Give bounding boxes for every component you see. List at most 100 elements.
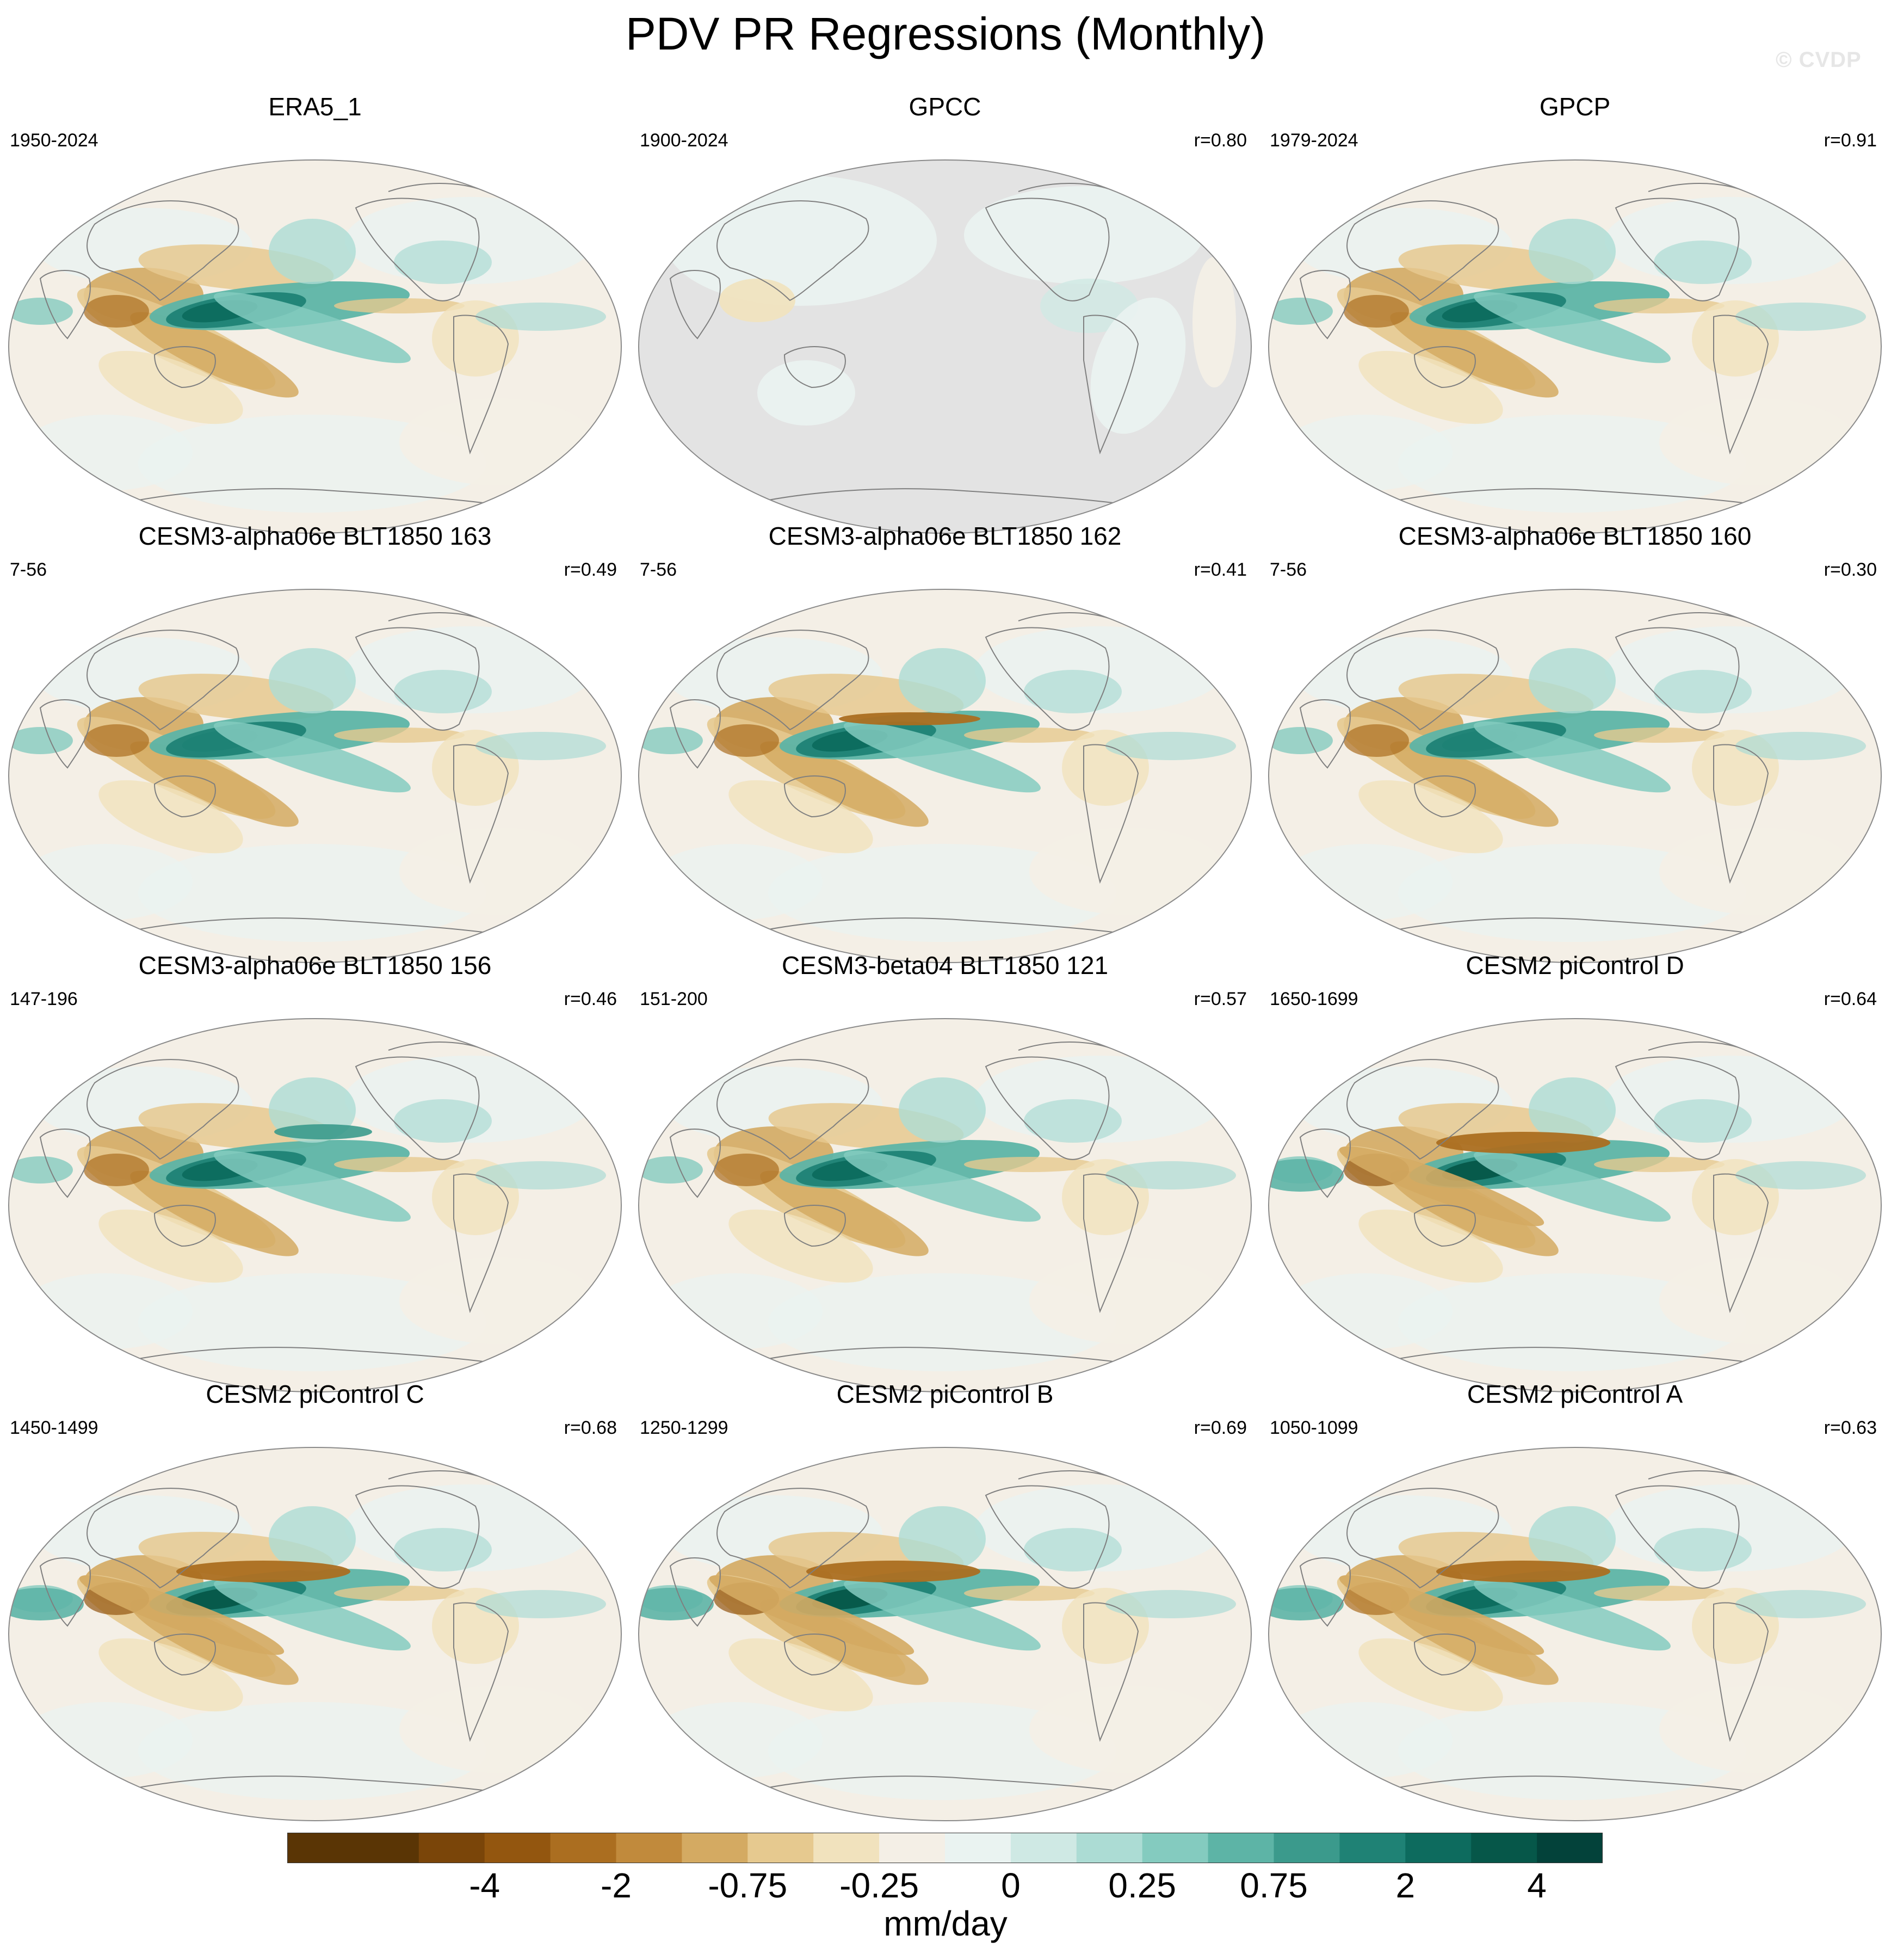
panel-period-label: 1900-2024	[640, 130, 728, 151]
anomaly-contour	[18, 1702, 193, 1778]
anomaly-contour	[768, 844, 1116, 942]
anomaly-contour	[1474, 1579, 1671, 1651]
anomaly-contour	[1474, 292, 1671, 363]
colorbar-box	[1537, 1833, 1603, 1863]
map-panel: GPCC 1900-2024 r=0.80	[630, 91, 1260, 534]
anomaly-contour	[1659, 398, 1855, 485]
anomaly-contour	[1029, 828, 1225, 915]
anomaly-contour	[18, 1273, 193, 1349]
anomaly-contour	[1735, 303, 1866, 331]
anomaly-contour	[639, 1588, 714, 1620]
anomaly-contour	[1436, 1561, 1610, 1582]
anomaly-contour	[844, 721, 1041, 793]
colorbar-box	[484, 1833, 551, 1863]
anomaly-contour	[334, 1586, 465, 1601]
regression-map	[638, 1018, 1252, 1393]
anomaly-contour	[1278, 415, 1453, 491]
anomaly-contour	[1594, 728, 1725, 743]
map-panel: CESM3-alpha06e BLT1850 156 147-196 r=0.46	[0, 950, 630, 1392]
anomaly-contour	[964, 1586, 1095, 1601]
colorbar-box	[747, 1833, 814, 1863]
figure-title: PDV PR Regressions (Monthly)	[625, 8, 1266, 59]
regression-map	[1268, 588, 1882, 964]
anomaly-contour	[475, 303, 606, 331]
anomaly-contour	[138, 1702, 486, 1800]
anomaly-contour	[394, 241, 492, 284]
anomaly-contour	[768, 1702, 1116, 1800]
anomaly-contour	[1659, 828, 1855, 915]
map-panel: GPCP 1979-2024 r=0.91	[1260, 91, 1890, 534]
anomaly-contour	[9, 1156, 73, 1184]
anomaly-contour	[648, 844, 823, 920]
anomaly-contour	[1269, 1588, 1344, 1620]
anomaly-contour	[1344, 724, 1409, 757]
anomaly-contour	[1594, 1157, 1725, 1172]
anomaly-contour	[269, 1506, 356, 1571]
anomaly-contour	[1594, 298, 1725, 313]
anomaly-contour	[844, 1579, 1041, 1651]
anomaly-contour	[475, 1590, 606, 1618]
regression-map	[638, 588, 1252, 964]
anomaly-contour	[18, 844, 193, 920]
anomaly-contour	[399, 828, 595, 915]
regression-map	[638, 159, 1252, 534]
anomaly-contour	[1024, 670, 1122, 713]
panel-title: CESM2 piControl B	[836, 1380, 1054, 1408]
panel-period-label: 1979-2024	[1270, 130, 1358, 151]
anomaly-contour	[768, 1273, 1116, 1371]
anomaly-contour	[18, 415, 193, 491]
panel-correlation-label: r=0.68	[564, 1417, 617, 1438]
anomaly-contour	[1735, 1161, 1866, 1189]
anomaly-contour	[475, 1161, 606, 1189]
panel-correlation-label: r=0.30	[1824, 559, 1877, 580]
panel-period-label: 1250-1299	[640, 1417, 728, 1438]
anomaly-contour	[728, 1638, 873, 1712]
panel-period-label: 1650-1699	[1270, 989, 1358, 1009]
panel-period-label: 7-56	[1270, 559, 1307, 580]
map-panel: CESM3-alpha06e BLT1850 163 7-56 r=0.49	[0, 521, 630, 963]
anomaly-contour	[138, 844, 486, 942]
anomaly-contour	[1594, 1586, 1725, 1601]
panel-period-label: 151-200	[640, 989, 708, 1009]
colorbar-box	[1010, 1833, 1077, 1863]
anomaly-contour	[899, 1506, 986, 1571]
anomaly-contour	[1105, 1590, 1236, 1618]
panel-title: CESM3-alpha06e BLT1850 163	[138, 522, 492, 550]
anomaly-contour	[1105, 1161, 1236, 1189]
anomaly-contour	[98, 350, 243, 424]
panel-correlation-label: r=0.91	[1824, 130, 1877, 151]
anomaly-contour	[1659, 1686, 1855, 1773]
anomaly-contour	[1358, 350, 1503, 424]
colorbar-tick-label: 0.25	[1108, 1866, 1176, 1905]
anomaly-contour	[9, 1588, 84, 1620]
regression-map	[8, 159, 622, 534]
panel-period-label: 147-196	[10, 989, 78, 1009]
regression-map	[8, 1446, 622, 1822]
colorbar	[287, 1833, 1603, 1863]
anomaly-contour	[1398, 844, 1746, 942]
anomaly-contour	[648, 1273, 823, 1349]
map-panel: CESM3-alpha06e BLT1850 160 7-56 r=0.30	[1260, 521, 1890, 963]
anomaly-contour	[394, 1099, 492, 1143]
colorbar-box	[1339, 1833, 1406, 1863]
panel-title: ERA5_1	[268, 93, 362, 121]
regression-map	[8, 1018, 622, 1393]
panel-title: CESM3-alpha06e BLT1850 162	[768, 522, 1122, 550]
anomaly-contour	[1474, 721, 1671, 793]
anomaly-contour	[334, 728, 465, 743]
anomaly-contour	[1269, 298, 1333, 325]
cvdp-watermark: © CVDP	[1776, 48, 1862, 72]
regression-map	[1268, 1018, 1882, 1393]
anomaly-contour	[844, 1150, 1041, 1222]
panel-correlation-label: r=0.41	[1194, 559, 1247, 580]
colorbar-tick-label: -0.25	[839, 1866, 919, 1905]
anomaly-contour	[1529, 1506, 1616, 1571]
panel-title: CESM3-alpha06e BLT1850 156	[138, 951, 492, 979]
anomaly-contour	[84, 1154, 149, 1186]
anomaly-contour	[1029, 1257, 1225, 1344]
anomaly-contour	[1735, 1590, 1866, 1618]
panel-period-label: 7-56	[640, 559, 677, 580]
panel-correlation-label: r=0.64	[1824, 989, 1877, 1009]
anomaly-contour	[138, 415, 486, 513]
panel-period-label: 1450-1499	[10, 1417, 98, 1438]
